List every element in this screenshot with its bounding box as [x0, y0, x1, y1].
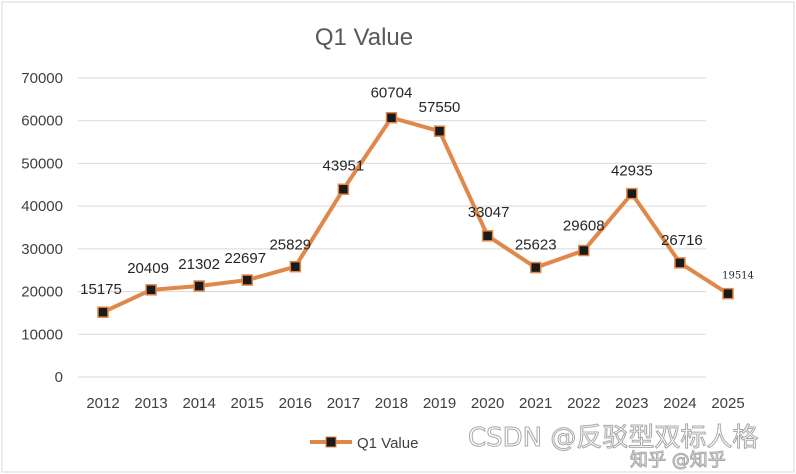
data-label: 43951 [323, 157, 365, 174]
x-tick-label: 2023 [615, 395, 648, 412]
y-tick-label: 10000 [21, 326, 63, 343]
legend: Q1 Value [310, 435, 418, 452]
x-tick-label: 2024 [663, 395, 696, 412]
data-point [578, 244, 590, 257]
data-label: 20409 [127, 260, 169, 277]
data-point [193, 280, 205, 292]
data-point [433, 125, 446, 137]
legend-label: Q1 Value [357, 435, 418, 452]
data-label: 29608 [563, 218, 605, 235]
y-tick-label: 20000 [21, 284, 63, 301]
data-point [674, 257, 686, 269]
y-tick-label: 70000 [21, 70, 63, 87]
x-tick-label: 2018 [375, 395, 408, 412]
x-tick-label: 2016 [279, 395, 312, 412]
data-label: 19514 [722, 271, 754, 282]
x-tick-label: 2022 [567, 395, 600, 412]
y-axis-ticks: 0 10000 20000 30000 40000 50000 60000 70000 [21, 70, 63, 386]
data-point [337, 183, 350, 196]
data-point [241, 274, 253, 286]
data-label: 25829 [269, 237, 311, 254]
x-tick-label: 2013 [134, 395, 167, 412]
data-point [289, 260, 302, 273]
series-line [102, 115, 730, 314]
data-point [385, 111, 398, 124]
marker-layer [97, 111, 734, 318]
data-point [626, 187, 638, 200]
watermark: CSDN @反驳型双标人格 [468, 423, 758, 453]
data-label: 33047 [468, 204, 510, 221]
x-tick-label: 2014 [182, 395, 215, 412]
data-point [97, 306, 109, 318]
data-label: 60704 [371, 85, 413, 102]
x-tick-label: 2020 [471, 395, 504, 412]
x-tick-label: 2017 [327, 395, 360, 412]
data-label: 26716 [661, 232, 703, 249]
chart-title: Q1 Value [315, 24, 413, 51]
y-tick-label: 50000 [21, 155, 63, 172]
x-tick-label: 2019 [423, 395, 456, 412]
data-point [722, 287, 734, 300]
watermark-secondary: 知乎 @知乎 [630, 450, 726, 471]
x-tick-label: 2012 [86, 395, 119, 412]
data-label: 15175 [80, 281, 122, 298]
x-tick-label: 2025 [711, 395, 744, 412]
data-label: 42935 [611, 163, 653, 180]
data-point [481, 230, 494, 242]
data-label: 57550 [419, 99, 461, 116]
y-tick-label: 60000 [21, 113, 63, 130]
legend-marker-icon [325, 436, 337, 448]
x-tick-label: 2015 [231, 395, 264, 412]
data-label: 25623 [515, 237, 557, 254]
y-tick-label: 0 [55, 369, 63, 386]
y-tick-label: 40000 [21, 198, 63, 215]
data-label: 21302 [178, 256, 220, 273]
series-line-layer [102, 115, 730, 314]
data-point [145, 284, 157, 296]
grid-layer [78, 77, 706, 378]
x-axis-ticks: 2012 2013 2014 2015 2016 2017 2018 2019 2020 2021… [86, 395, 744, 412]
x-tick-label: 2021 [519, 395, 552, 412]
data-label: 22697 [224, 250, 266, 267]
y-tick-label: 30000 [21, 241, 63, 258]
data-point [529, 261, 542, 274]
